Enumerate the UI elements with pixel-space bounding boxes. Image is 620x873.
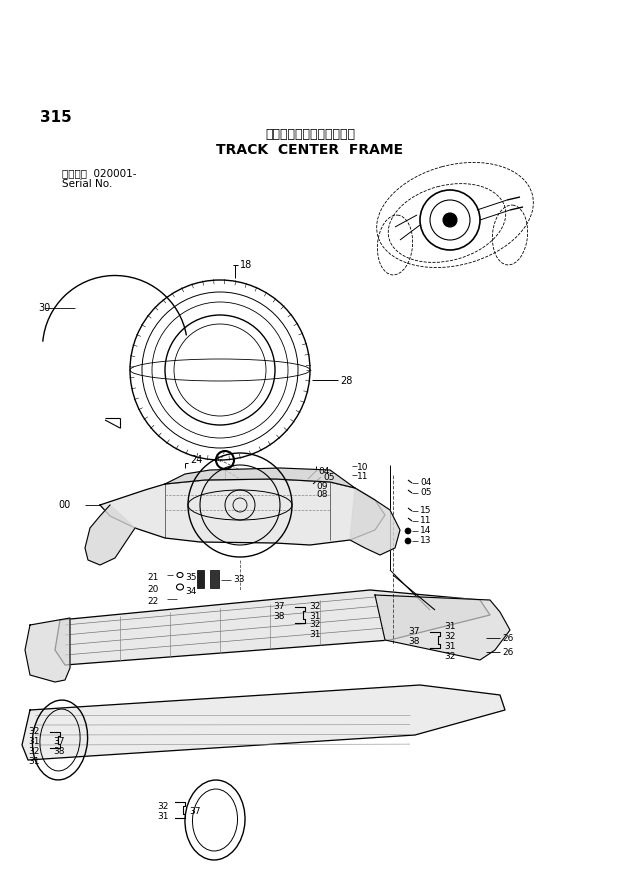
Text: 31: 31 xyxy=(309,630,321,639)
Text: 22: 22 xyxy=(147,597,158,606)
Text: 35: 35 xyxy=(185,573,197,582)
Text: 24: 24 xyxy=(190,455,202,465)
Text: 00: 00 xyxy=(58,500,70,510)
Text: Serial No.: Serial No. xyxy=(62,179,112,189)
Polygon shape xyxy=(55,590,490,665)
Text: 31: 31 xyxy=(157,812,169,821)
Polygon shape xyxy=(100,479,385,545)
Text: 26: 26 xyxy=(502,634,513,643)
Text: 31: 31 xyxy=(309,612,321,621)
Text: 14: 14 xyxy=(420,526,432,535)
Bar xyxy=(210,570,219,588)
Text: 37: 37 xyxy=(189,807,200,816)
Text: 37: 37 xyxy=(408,627,420,636)
Text: 31: 31 xyxy=(28,737,40,746)
Polygon shape xyxy=(25,618,70,682)
Text: 37: 37 xyxy=(273,602,285,611)
Text: 04: 04 xyxy=(318,467,329,476)
Text: 32: 32 xyxy=(28,747,40,756)
Text: 11: 11 xyxy=(420,516,432,525)
Text: 31: 31 xyxy=(28,757,40,766)
Text: 適用号機  020001-: 適用号機 020001- xyxy=(62,168,136,178)
Text: 32: 32 xyxy=(309,602,321,611)
Text: 15: 15 xyxy=(420,506,432,515)
Text: 31: 31 xyxy=(444,642,456,651)
Text: 34: 34 xyxy=(185,587,197,596)
Text: 04: 04 xyxy=(420,478,432,487)
Text: 05: 05 xyxy=(420,488,432,497)
Polygon shape xyxy=(165,468,355,488)
Text: 32: 32 xyxy=(444,652,455,661)
Text: 13: 13 xyxy=(420,536,432,545)
Text: 30: 30 xyxy=(38,303,50,313)
Circle shape xyxy=(405,538,411,544)
Text: 32: 32 xyxy=(157,802,169,811)
Text: TRACK  CENTER  FRAME: TRACK CENTER FRAME xyxy=(216,143,404,157)
Text: 38: 38 xyxy=(408,637,420,646)
Text: 32: 32 xyxy=(444,632,455,641)
Circle shape xyxy=(405,528,411,534)
Circle shape xyxy=(443,213,457,227)
Text: 21: 21 xyxy=(147,573,158,582)
Polygon shape xyxy=(350,488,400,555)
Text: 315: 315 xyxy=(40,110,72,125)
Text: トラックセンターフレーム: トラックセンターフレーム xyxy=(265,128,355,141)
Polygon shape xyxy=(85,505,135,565)
Text: 11: 11 xyxy=(357,472,368,481)
Text: 26: 26 xyxy=(502,648,513,657)
Polygon shape xyxy=(375,595,510,660)
Text: 20: 20 xyxy=(147,585,158,594)
Text: 33: 33 xyxy=(233,575,244,584)
Text: 37: 37 xyxy=(53,737,64,746)
Text: 08: 08 xyxy=(316,490,327,499)
Text: 28: 28 xyxy=(340,376,352,386)
Text: 32: 32 xyxy=(309,620,321,629)
Polygon shape xyxy=(22,685,505,760)
Text: 32: 32 xyxy=(28,727,40,736)
Text: 10: 10 xyxy=(357,463,368,472)
Text: 38: 38 xyxy=(273,612,285,621)
Text: 05: 05 xyxy=(323,473,335,482)
Text: 38: 38 xyxy=(53,747,64,756)
Text: 09: 09 xyxy=(316,482,327,491)
Text: 18: 18 xyxy=(240,260,252,270)
Text: 31: 31 xyxy=(444,622,456,631)
Bar xyxy=(197,570,204,588)
